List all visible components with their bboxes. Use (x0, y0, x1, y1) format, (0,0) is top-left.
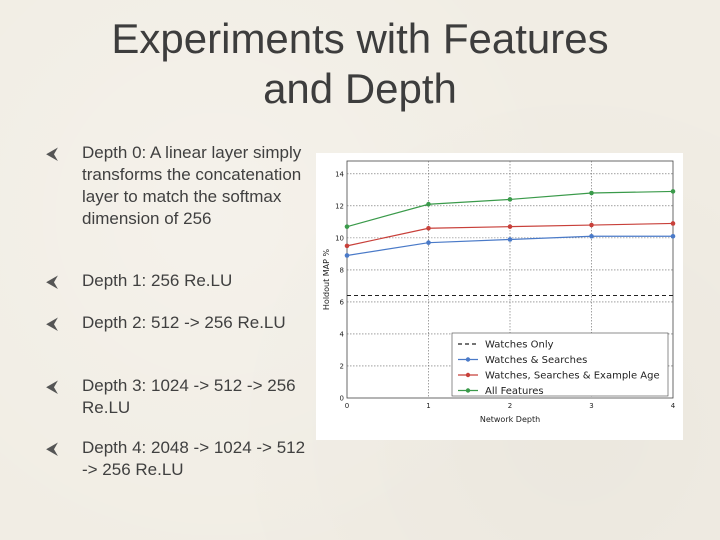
x-tick-label: 2 (508, 402, 512, 410)
data-point (426, 201, 431, 207)
arrow-left-icon: ⮜ (46, 314, 59, 333)
slide-title-line-2: and Depth (263, 65, 457, 112)
bullet-item: ⮜ Depth 3: 1024 -> 512 -> 256 Re.LU (46, 375, 314, 419)
data-point (589, 190, 594, 196)
x-tick-label: 0 (345, 402, 349, 410)
y-tick-label: 0 (340, 395, 344, 403)
x-tick-label: 1 (426, 402, 430, 410)
arrow-left-icon: ⮜ (46, 439, 59, 458)
y-tick-label: 4 (340, 330, 345, 338)
x-tick-label: 4 (671, 402, 676, 410)
legend-label: Watches, Searches & Example Age (485, 371, 660, 382)
chart-panel: 0 1 2 3 4 0 2 4 6 8 10 12 14 Network Depth Holdout MAP… (316, 153, 683, 440)
legend-marker (465, 388, 471, 393)
bullet-item: ⮜ Depth 0: A linear layer simply transfo… (46, 142, 314, 230)
bullet-text: Depth 2: 512 -> 256 Re.LU (82, 313, 286, 332)
legend-label: Watches Only (485, 340, 554, 351)
y-axis-title: Holdout MAP % (322, 249, 331, 311)
legend-box (451, 332, 669, 397)
x-axis-title: Network Depth (480, 415, 540, 424)
y-tick-label: 14 (335, 170, 344, 178)
arrow-left-icon: ⮜ (46, 144, 59, 163)
bullet-text: Depth 4: 2048 -> 1024 -> 512 -> 256 Re.L… (82, 438, 306, 479)
data-point (670, 221, 676, 226)
bullet-text: Depth 1: 256 Re.LU (82, 271, 233, 290)
arrow-left-icon: ⮜ (46, 377, 59, 396)
y-tick-label: 6 (340, 298, 345, 306)
data-point (507, 224, 513, 229)
legend-label: Watches & Searches (485, 355, 587, 366)
data-point (426, 240, 431, 245)
data-point (589, 233, 594, 239)
data-point (344, 253, 350, 258)
bullet-item: ⮜ Depth 4: 2048 -> 1024 -> 512 -> 256 Re… (46, 437, 314, 481)
bullet-item: ⮜ Depth 1: 256 Re.LU (46, 270, 314, 293)
y-tick-label: 10 (335, 234, 344, 242)
y-tick-label: 8 (340, 266, 344, 274)
bullet-text: Depth 0: A linear layer simply transform… (82, 143, 302, 228)
slide-title-line-1: Experiments with Features (111, 15, 609, 62)
y-tick-label: 2 (340, 362, 344, 370)
data-point (344, 224, 350, 229)
x-tick-label: 3 (589, 402, 593, 410)
bullet-item: ⮜ Depth 2: 512 -> 256 Re.LU (46, 312, 314, 335)
data-point (344, 243, 350, 249)
legend-marker (465, 372, 471, 378)
slide-title: Experiments with Features and Depth (0, 14, 720, 114)
legend-marker (465, 357, 471, 362)
bullet-text: Depth 3: 1024 -> 512 -> 256 Re.LU (82, 376, 296, 417)
data-point (670, 189, 676, 194)
y-tick-label: 12 (335, 202, 344, 210)
data-point (507, 197, 513, 202)
legend-label: All Features (485, 386, 544, 397)
data-point (589, 222, 594, 228)
arrow-left-icon: ⮜ (46, 272, 59, 291)
data-point (507, 237, 513, 242)
data-point (670, 233, 676, 239)
data-point (426, 225, 431, 231)
